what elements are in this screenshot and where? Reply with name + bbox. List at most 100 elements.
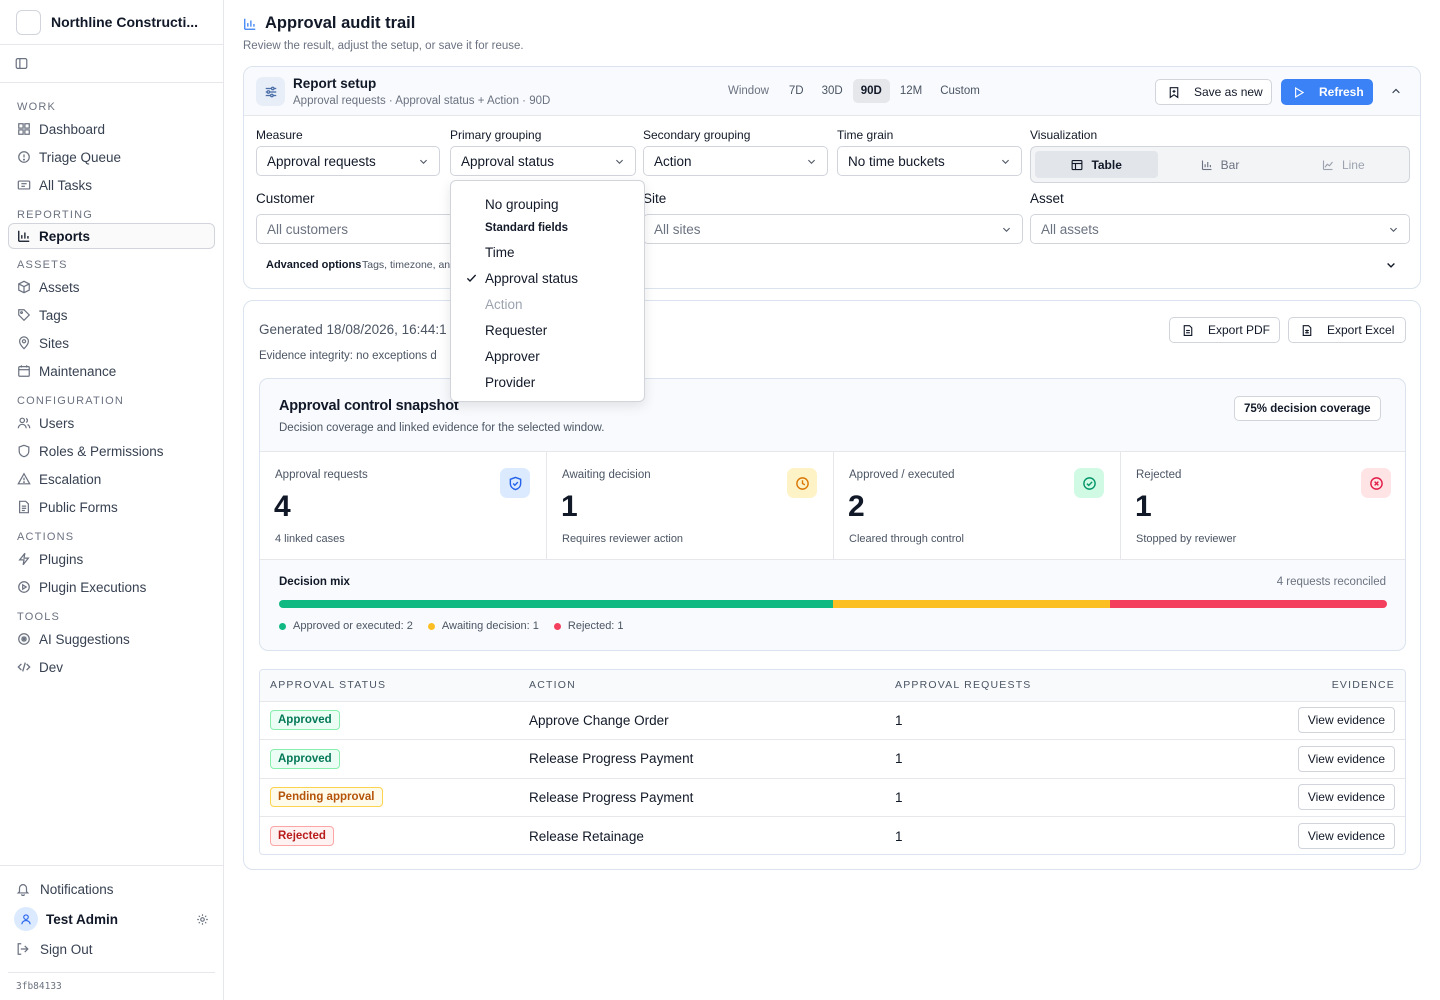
snapshot-subtitle: Decision coverage and linked evidence fo… <box>279 422 605 434</box>
decision-mix-bar <box>279 600 1387 608</box>
dropdown-option-requester[interactable]: Requester <box>451 317 644 343</box>
log-out-icon <box>16 942 30 956</box>
measure-select[interactable]: Approval requests <box>256 146 440 176</box>
chevron-down-icon[interactable] <box>1385 259 1397 271</box>
table-row: Approved Approve Change Order 1 View evi… <box>260 701 1405 740</box>
sidebar-item-label: Triage Queue <box>39 149 122 165</box>
save-as-new-button[interactable]: Save as new <box>1155 79 1272 105</box>
warning-triangle-icon <box>17 472 31 486</box>
primary-grouping-select[interactable]: Approval status <box>450 146 636 176</box>
ticket-icon <box>17 178 31 192</box>
org-logo <box>16 9 41 35</box>
action-cell: Release Progress Payment <box>529 778 895 817</box>
window-option-90d[interactable]: 90D <box>852 79 890 103</box>
viz-option-label: Line <box>1341 157 1365 172</box>
site-select[interactable]: All sites <box>643 214 1023 244</box>
column-header-action[interactable]: ACTION <box>529 670 895 702</box>
time-grain-select[interactable]: No time buckets <box>837 146 1022 176</box>
option-label: Time <box>485 244 515 260</box>
sidebar-item-tags[interactable]: Tags <box>8 301 215 329</box>
status-badge: Approved <box>270 710 340 731</box>
gear-icon[interactable] <box>196 913 209 926</box>
sidebar-item-plugins[interactable]: Plugins <box>8 545 215 573</box>
window-option-30d[interactable]: 30D <box>821 85 843 97</box>
advanced-options-toggle[interactable]: Advanced options <box>266 259 362 271</box>
sidebar-item-ai-suggestions[interactable]: AI Suggestions <box>8 625 215 653</box>
sidebar-item-assets[interactable]: Assets <box>8 273 215 301</box>
count-cell: 1 <box>895 739 1195 779</box>
decision-mix-legend: Approved or executed: 2 Awaiting decisio… <box>279 620 639 632</box>
collapse-chevron-up-icon[interactable] <box>1390 85 1402 97</box>
chevron-down-icon <box>1000 156 1011 167</box>
sidebar-item-dashboard[interactable]: Dashboard <box>8 115 215 143</box>
sidebar-item-escalation[interactable]: Escalation <box>8 465 215 493</box>
dropdown-option-no-grouping[interactable]: No grouping <box>485 196 559 212</box>
file-icon <box>1182 324 1194 337</box>
sidebar-item-label: Roles & Permissions <box>39 443 164 459</box>
option-label: Provider <box>485 374 536 390</box>
sidebar-item-public-forms[interactable]: Public Forms <box>8 493 215 521</box>
chevron-down-icon <box>1388 224 1399 235</box>
view-evidence-button[interactable]: View evidence <box>1297 784 1395 811</box>
viz-option-bar[interactable]: Bar <box>1158 151 1281 178</box>
view-evidence-button[interactable]: View evidence <box>1297 823 1395 849</box>
secondary-grouping-select[interactable]: Action <box>643 146 828 176</box>
kpi-sub: Cleared through control <box>849 533 964 545</box>
window-option-custom[interactable]: Custom <box>940 85 980 97</box>
page-subtitle: Review the result, adjust the setup, or … <box>243 40 524 52</box>
customer-label: Customer <box>256 191 315 206</box>
visualization-label: Visualization <box>1030 128 1098 142</box>
shield-check-icon <box>500 468 530 498</box>
bell-icon <box>16 882 30 896</box>
bar-chart-icon <box>17 229 31 243</box>
sidebar-item-plugin-executions[interactable]: Plugin Executions <box>8 573 215 601</box>
dropdown-option-action: Action <box>451 291 644 317</box>
column-header-approval-status[interactable]: APPROVAL STATUS <box>260 670 529 702</box>
snapshot-title: Approval control snapshot <box>279 398 459 414</box>
dropdown-option-time[interactable]: Time <box>451 239 644 265</box>
org-switcher[interactable]: Northline Constructi... <box>0 0 223 45</box>
view-evidence-button[interactable]: View evidence <box>1297 745 1395 772</box>
window-option-7d[interactable]: 7D <box>788 85 804 97</box>
export-pdf-button[interactable]: Export PDF <box>1169 317 1280 343</box>
export-excel-button[interactable]: Export Excel <box>1288 317 1406 343</box>
sidebar-item-triage-queue[interactable]: Triage Queue <box>8 143 215 171</box>
kpi-value: 1 <box>561 490 578 523</box>
window-option-12m[interactable]: 12M <box>899 85 923 97</box>
sidebar-item-maintenance[interactable]: Maintenance <box>8 357 215 385</box>
refresh-button[interactable]: Refresh <box>1281 79 1373 105</box>
page-header: Approval audit trail <box>243 14 415 33</box>
calendar-icon <box>17 364 31 378</box>
viz-option-table[interactable]: Table <box>1035 151 1159 178</box>
user-menu[interactable]: Test Admin <box>8 904 215 934</box>
sidebar-item-reports[interactable]: Reports <box>8 223 215 249</box>
viz-option-line[interactable]: Line <box>1282 151 1405 178</box>
report-setup-header: Report setup Approval requests · Approva… <box>244 67 1420 116</box>
notifications-link[interactable]: Notifications <box>8 874 215 904</box>
sidebar-item-roles-permissions[interactable]: Roles & Permissions <box>8 437 215 465</box>
primary-grouping-label: Primary grouping <box>450 128 542 142</box>
asset-select[interactable]: All assets <box>1030 214 1410 244</box>
kpi-label: Approval requests <box>275 469 368 481</box>
sign-out-link[interactable]: Sign Out <box>8 934 215 964</box>
sidebar-item-all-tasks[interactable]: All Tasks <box>8 171 215 199</box>
legend-dot <box>279 622 286 630</box>
sidebar-toggle-icon[interactable] <box>15 57 28 70</box>
kpi-card-awaiting-decision: Awaiting decision 1 Requires reviewer ac… <box>547 452 834 559</box>
sidebar-item-users[interactable]: Users <box>8 409 215 437</box>
legend-dot <box>553 622 561 630</box>
bar-chart-icon <box>243 17 257 31</box>
dropdown-option-approver[interactable]: Approver <box>451 343 644 369</box>
sidebar-item-sites[interactable]: Sites <box>8 329 215 357</box>
nav-section-configuration: CONFIGURATION <box>17 395 125 407</box>
nav-section-actions: ACTIONS <box>17 531 75 543</box>
column-header-approval-requests[interactable]: APPROVAL REQUESTS <box>895 670 1195 702</box>
mix-segment-rejected <box>1110 600 1387 608</box>
dropdown-option-provider[interactable]: Provider <box>451 369 644 395</box>
nav-section-assets: ASSETS <box>17 259 68 271</box>
nav-section-reporting: REPORTING <box>17 209 93 221</box>
sidebar-item-dev[interactable]: Dev <box>8 653 215 681</box>
dropdown-option-approval-status[interactable]: Approval status <box>451 265 644 291</box>
view-evidence-button[interactable]: View evidence <box>1297 707 1395 734</box>
decision-mix-label: Decision mix <box>279 576 350 588</box>
